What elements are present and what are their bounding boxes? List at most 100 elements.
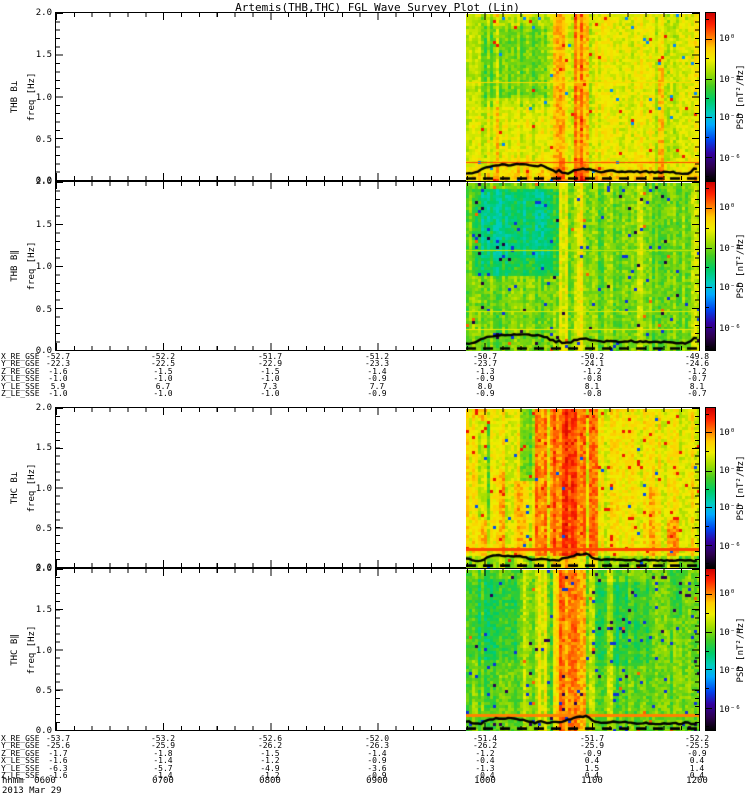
y-tick-label: 2.0 — [35, 403, 52, 413]
ephemeris-value: -51.7 — [579, 734, 605, 743]
ephemeris-row: Y_LE_SSE -6.3 -5.7 -4.9 -3.6 -1.3 1.5 1.4 — [0, 763, 750, 773]
ephemeris-row: X_LE_SSE -1.6 -1.4 -1.2 -0.9 -0.4 0.4 0.4 — [0, 756, 750, 766]
spectrogram-canvas — [466, 570, 699, 731]
colorbar-tick-mark — [706, 306, 709, 308]
ephemeris-value: -50.2 — [579, 352, 605, 361]
ephemeris-value: -52.0 — [364, 734, 390, 743]
ephemeris-value: -1.4 — [153, 771, 173, 781]
ephemeris-value: -0.9 — [582, 748, 602, 758]
colorbar-tick-mark — [706, 248, 712, 250]
ephemeris-row-label: Y_LE_SSE — [1, 381, 40, 391]
ephemeris-value: 6.7 — [155, 381, 171, 391]
colorbar-tick-label: 10⁻² — [719, 628, 741, 639]
colorbar-tick-mark — [706, 650, 709, 652]
ephemeris-value: -1.0 — [260, 374, 280, 384]
ephemeris-value: -0.7 — [687, 389, 707, 399]
ephemeris-value: 5.9 — [50, 381, 66, 391]
ephemeris-value: 0.4 — [584, 771, 600, 781]
ephemeris-value: -24.1 — [579, 359, 605, 369]
ephemeris-value: -49.8 — [684, 352, 710, 361]
colorbar-tick-mark — [706, 346, 709, 348]
ephemeris-value: 8.0 — [477, 381, 493, 391]
colorbar-tick-mark — [706, 176, 709, 178]
plot-area — [55, 568, 700, 731]
date-label: 2013 Mar 29 — [2, 786, 62, 796]
ephemeris-row-label: Y_LE_SSE — [1, 763, 40, 773]
colorbar-tick-mark — [706, 38, 712, 40]
ephemeris-value: -52.2 — [684, 734, 710, 743]
ephemeris-value: -5.7 — [153, 763, 173, 773]
y-tick-label: 2.0 — [35, 8, 52, 18]
ephemeris-row: Z_LE_SSE -1.0 -1.0 -1.0 -0.9 -0.9 -0.8 -0.7 — [0, 389, 750, 399]
ephemeris-row: X_RE_GSE -53.7 -53.2 -52.6 -52.0 -51.4 -51.7 -5… — [0, 734, 750, 743]
ephemeris-row: Y_RE_GSE -22.3 -22.5 -22.9 -23.3 -23.7 -24.1 -2… — [0, 359, 750, 369]
ephemeris-value: -1.3 — [475, 366, 495, 376]
y-tick-label: 1.0 — [35, 645, 52, 656]
y-tick-label: 0.0 — [35, 176, 52, 186]
ephemeris-value: -0.9 — [367, 756, 387, 766]
colorbar-tick-mark — [706, 432, 712, 434]
ephemeris-value: -22.3 — [45, 359, 71, 369]
ephemeris-value: -0.9 — [475, 389, 495, 399]
colorbar-tick-mark — [706, 726, 709, 728]
time-tick-label: 0900 — [366, 776, 388, 786]
time-axis: hhmm 0600 0700 0800 0900 1000 1100 1200 — [0, 776, 750, 786]
colorbar-tick-label: 10⁻² — [719, 244, 741, 254]
y-tick-label: 0.5 — [35, 686, 52, 697]
ephemeris-value: -50.7 — [472, 352, 498, 361]
axis-tick-marks — [56, 13, 63, 180]
y-tick-label: 1.5 — [35, 219, 52, 230]
y-tick-label: 1.0 — [35, 262, 52, 272]
ephemeris-value: -0.7 — [687, 374, 707, 384]
time-tick-label: 0700 — [152, 776, 174, 786]
ephemeris-value: 7.7 — [369, 381, 385, 391]
plot-area — [55, 181, 700, 351]
colorbar-tick-mark — [706, 78, 712, 80]
ephemeris-value: 8.1 — [689, 381, 705, 391]
ephemeris-value: 8.1 — [584, 381, 600, 391]
colorbar-tick-mark — [706, 157, 712, 159]
ephemeris-value: -51.2 — [364, 352, 390, 361]
colorbar-axis-label: PSD [nT²/Hz] — [736, 616, 746, 683]
colorbar-tick-label: 10⁰ — [719, 34, 736, 45]
colorbar — [705, 568, 716, 731]
plot-area — [55, 407, 700, 568]
colorbar-tick-mark — [706, 413, 709, 415]
ephemeris-row: Y_RE_GSE -25.6 -25.9 -26.2 -26.3 -26.2 -25.9 -2… — [0, 741, 750, 751]
plot-area — [55, 12, 700, 181]
ephemeris-value: -0.9 — [367, 771, 387, 781]
time-axis-label: hhmm — [2, 776, 24, 786]
ephemeris-value: 0.4 — [689, 771, 705, 781]
colorbar-tick-mark — [706, 207, 712, 209]
colorbar-tick-mark — [706, 470, 712, 472]
time-tick-label: 0800 — [259, 776, 281, 786]
time-tick-label: 1100 — [581, 776, 603, 786]
ephemeris-row-label: X_LE_SSE — [1, 374, 40, 384]
ephemeris-row-label: Y_RE_GSE — [1, 359, 40, 369]
colorbar-tick-mark — [706, 136, 709, 138]
spectrogram-canvas — [466, 409, 699, 568]
colorbar-tick-label: 10⁰ — [719, 427, 736, 438]
ephemeris-row-label: X_RE_GSE — [1, 352, 40, 361]
ephemeris-value: -1.7 — [48, 748, 68, 758]
ephemeris-value: -0.8 — [582, 389, 602, 399]
colorbar-tick-mark — [706, 58, 709, 60]
ephemeris-row: X_RE_GSE -52.7 -52.2 -51.7 -51.2 -50.7 -50.2 -4… — [0, 352, 750, 361]
colorbar-tick-mark — [706, 688, 709, 690]
ephemeris-row-label: Z_LE_SSE — [1, 771, 40, 781]
colorbar-axis-label: PSD [nT²/Hz] — [736, 233, 746, 299]
ephemeris-value: -26.3 — [364, 741, 390, 751]
y-tick-label: 0.0 — [35, 726, 52, 736]
colorbar — [705, 181, 716, 351]
ephemeris-value: -0.9 — [475, 374, 495, 384]
panel-thc-bpar: THC B∥ freq [Hz] 2.0 1.5 1.0 0.5 0.0 10⁰… — [0, 564, 750, 736]
axis-tick-marks — [56, 569, 60, 730]
colorbar-tick-mark — [706, 188, 709, 190]
colorbar-tick-label: 10⁻⁴ — [719, 283, 741, 294]
ephemeris-value: -0.9 — [367, 374, 387, 384]
colorbar-tick-mark — [706, 327, 712, 329]
ephemeris-row-label: Z_RE_GSE — [1, 748, 40, 758]
axis-tick-marks — [56, 182, 63, 350]
ephemeris-value: -52.7 — [45, 352, 71, 361]
